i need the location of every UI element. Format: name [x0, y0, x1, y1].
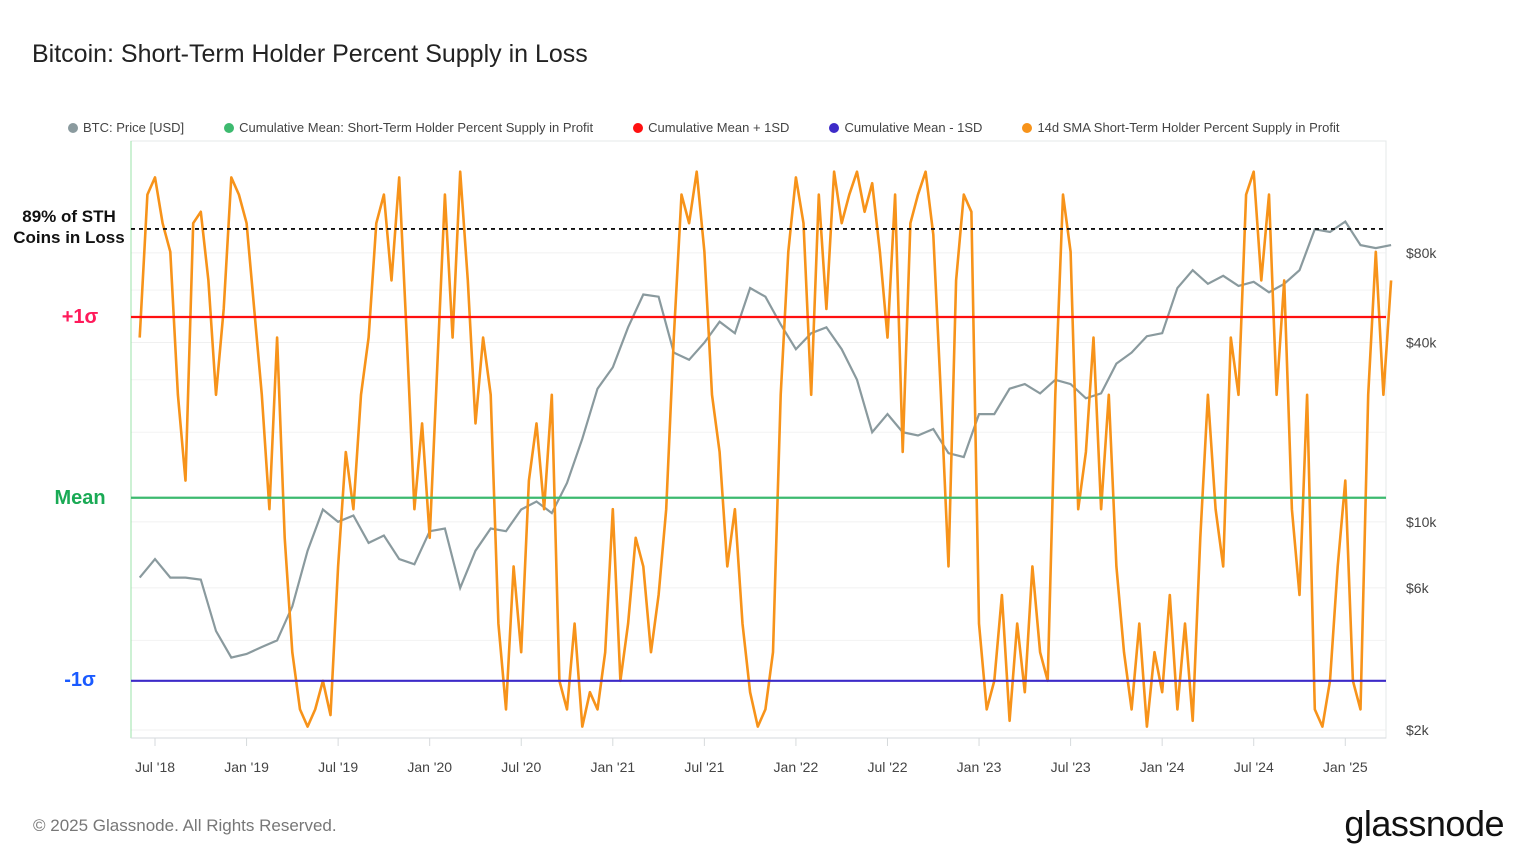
legend-dot: [224, 122, 235, 133]
chart-title: Bitcoin: Short-Term Holder Percent Suppl…: [32, 40, 588, 68]
x-tick-label: Jul '19: [318, 759, 358, 775]
sth-sma-line: [138, 170, 1393, 728]
x-tick-label: Jan '25: [1323, 759, 1368, 775]
legend-label: BTC: Price [USD]: [83, 120, 185, 135]
btc-price-line: [138, 219, 1392, 659]
legend: BTC: Price [USD] Cumulative Mean: Short-…: [68, 120, 1339, 135]
x-tick-label: Jan '23: [957, 759, 1002, 775]
x-tick-label: Jul '24: [1234, 759, 1274, 775]
legend-label: Cumulative Mean: Short-Term Holder Perce…: [239, 120, 594, 135]
plot-frame: [130, 140, 1387, 739]
x-tick-label: Jul '20: [501, 759, 541, 775]
annotation-threshold: 89% of STH Coins in Loss: [13, 207, 125, 247]
y-tick-label: $6k: [1406, 580, 1430, 596]
annotation-mean: Mean: [54, 487, 106, 509]
x-tick-label: Jul '21: [684, 759, 724, 775]
legend-dot: [68, 122, 78, 133]
annotation-minus-sigma: -1σ: [64, 669, 96, 691]
y-tick-label: $80k: [1406, 245, 1437, 261]
y-tick-label: $40k: [1406, 335, 1437, 351]
x-tick-label: Jan '21: [590, 759, 635, 775]
copyright: © 2025 Glassnode. All Rights Reserved.: [33, 816, 337, 835]
legend-dot: [829, 122, 840, 133]
legend-item-minus-sd[interactable]: Cumulative Mean - 1SD: [829, 120, 982, 135]
y-tick-label: $2k: [1406, 722, 1430, 738]
x-tick-label: Jan '22: [774, 759, 819, 775]
x-tick-label: Jul '22: [867, 759, 907, 775]
x-tick-label: Jan '20: [407, 759, 452, 775]
x-tick-label: Jan '24: [1140, 759, 1185, 775]
legend-item-mean[interactable]: Cumulative Mean: Short-Term Holder Perce…: [224, 120, 593, 135]
x-tick-label: Jan '19: [224, 759, 269, 775]
legend-dot: [633, 122, 644, 133]
annotation-plus-sigma: +1σ: [61, 306, 99, 328]
legend-dot: [1022, 122, 1033, 133]
glassnode-logo: glassnode: [1344, 803, 1504, 844]
x-tick-label: Jul '23: [1051, 759, 1091, 775]
x-tick-label: Jul '18: [135, 759, 175, 775]
legend-item-price[interactable]: BTC: Price [USD]: [68, 120, 184, 135]
legend-item-plus-sd[interactable]: Cumulative Mean + 1SD: [633, 120, 789, 135]
legend-label: Cumulative Mean - 1SD: [844, 120, 983, 135]
y-tick-label: $10k: [1406, 514, 1437, 530]
legend-label: Cumulative Mean + 1SD: [648, 120, 790, 135]
legend-item-sma[interactable]: 14d SMA Short-Term Holder Percent Supply…: [1022, 120, 1339, 135]
legend-label: 14d SMA Short-Term Holder Percent Supply…: [1037, 120, 1340, 135]
